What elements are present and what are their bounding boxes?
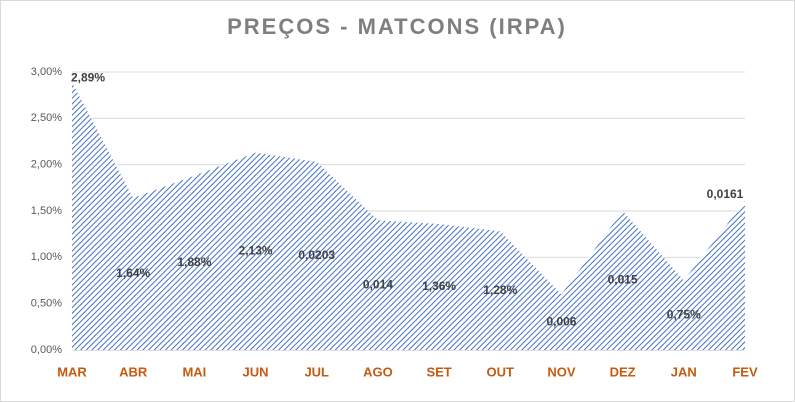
x-tick-label: FEV — [732, 364, 758, 379]
data-label: 0,014 — [363, 277, 393, 291]
y-tick-label: 1,00% — [31, 251, 62, 263]
x-tick-label: NOV — [547, 364, 576, 379]
x-tick-label: JUN — [243, 364, 269, 379]
data-label: 0,015 — [608, 273, 638, 287]
data-label: 2,89% — [71, 70, 105, 84]
y-tick-label: 0,50% — [31, 298, 62, 310]
data-label: 1,64% — [116, 266, 150, 280]
y-tick-label: 3,00% — [31, 66, 62, 78]
x-tick-label: MAI — [182, 364, 206, 379]
x-tick-label: SET — [426, 364, 451, 379]
x-tick-label: ABR — [119, 364, 148, 379]
x-tick-label: JAN — [671, 364, 697, 379]
y-tick-label: 0,00% — [31, 344, 62, 356]
x-tick-label: AGO — [363, 364, 393, 379]
data-label: 2,13% — [239, 243, 273, 257]
data-label: 0,75% — [667, 307, 701, 321]
y-tick-label: 2,00% — [31, 159, 62, 171]
y-tick-label: 1,50% — [31, 205, 62, 217]
data-label: 1,88% — [177, 255, 211, 269]
data-label: 0,0161 — [707, 187, 744, 201]
x-tick-label: DEZ — [610, 364, 636, 379]
x-tick-label: MAR — [57, 364, 87, 379]
data-label: 1,28% — [483, 283, 517, 297]
data-label: 0,006 — [546, 314, 576, 328]
data-label: 1,36% — [422, 279, 456, 293]
chart-title: PREÇOS - MATCONS (IRPA) — [227, 14, 567, 39]
y-tick-label: 2,50% — [31, 112, 62, 124]
x-tick-label: JUL — [304, 364, 329, 379]
data-label: 0,0203 — [298, 248, 335, 262]
x-tick-label: OUT — [487, 364, 515, 379]
area — [72, 82, 745, 351]
